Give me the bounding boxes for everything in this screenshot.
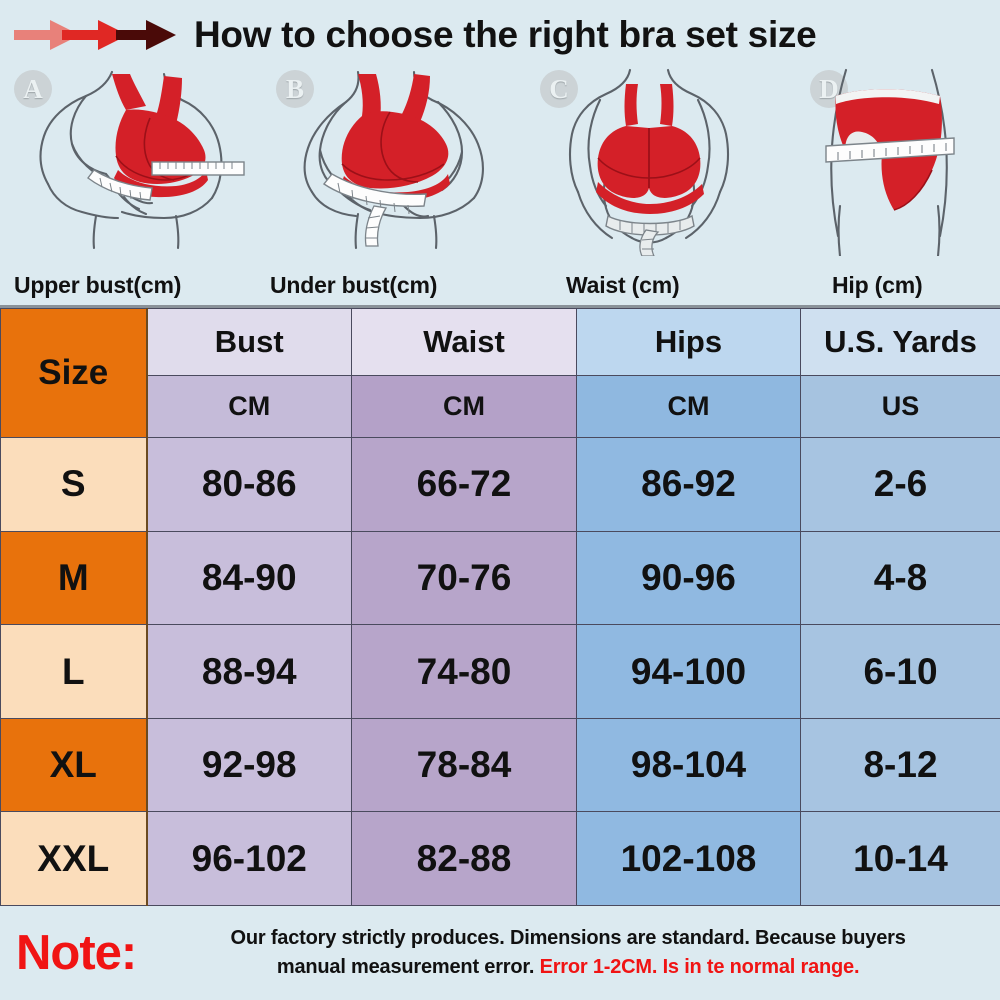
illustration-caption-upper-bust: Upper bust(cm)	[14, 272, 182, 298]
title-row: How to choose the right bra set size	[0, 4, 1000, 66]
row-size-l: L	[0, 624, 148, 719]
illustration-caption-waist: Waist (cm)	[566, 272, 680, 298]
header-size: Size	[0, 307, 148, 439]
torso-front-measuring-waist-icon	[534, 66, 784, 256]
note-label: Note:	[16, 926, 137, 980]
figure-badge-a: A	[14, 70, 52, 108]
row-us-m: 4-8	[800, 530, 1000, 626]
illustration-panel: How to choose the right bra set size A	[0, 0, 1000, 308]
table-header-row-units: CM CM CM US	[1, 374, 1000, 439]
note-line-2-black: manual measurement error.	[276, 956, 535, 978]
note-line-1: Our factory strictly produces. Dimension…	[230, 927, 906, 949]
header-us-yards: U.S. Yards	[800, 308, 1000, 376]
row-bust-xxl: 96-102	[146, 811, 352, 906]
row-hips-s: 86-92	[576, 437, 801, 532]
torso-side-measuring-under-bust-icon	[262, 66, 534, 256]
table-row: XXL 96-102 82-88 102-108 10-14	[0, 811, 1000, 906]
figure-badge-d: D	[810, 70, 848, 108]
row-bust-l: 88-94	[146, 624, 352, 719]
unit-hips: CM	[576, 374, 801, 439]
row-size-xl: XL	[0, 717, 148, 813]
row-hips-m: 90-96	[576, 530, 801, 626]
row-hips-xxl: 102-108	[576, 811, 801, 906]
torso-side-measuring-upper-bust-icon	[0, 66, 262, 256]
unit-bust: CM	[146, 374, 352, 439]
row-us-l: 6-10	[800, 624, 1000, 719]
figure-badge-c: C	[540, 70, 578, 108]
header-hips: Hips	[576, 308, 801, 376]
row-size-s: S	[0, 437, 148, 532]
row-waist-xl: 78-84	[351, 717, 577, 813]
row-hips-l: 94-100	[576, 624, 801, 719]
hips-briefs-measuring-hip-icon	[784, 66, 1000, 256]
table-row: L 88-94 74-80 94-100 6-10	[0, 624, 1000, 719]
row-us-xxl: 10-14	[800, 811, 1000, 906]
row-bust-xl: 92-98	[146, 717, 352, 813]
row-bust-m: 84-90	[146, 530, 352, 626]
size-chart-table: Size Bust Waist Hips U.S. Yards CM CM CM…	[0, 307, 1000, 906]
illustration-under-bust: B	[262, 62, 534, 305]
note-line-2-red: Error 1-2CM. Is in te normal range.	[539, 956, 860, 978]
illustration-waist: C	[534, 62, 784, 305]
row-us-s: 2-6	[800, 437, 1000, 532]
note-body: Our factory strictly produces. Dimension…	[150, 924, 1000, 982]
illustration-caption-under-bust: Under bust(cm)	[270, 272, 438, 298]
header-waist: Waist	[351, 308, 577, 376]
row-size-xxl: XXL	[0, 811, 148, 906]
unit-us: US	[800, 374, 1000, 439]
table-header-row-top: Size Bust Waist Hips U.S. Yards	[0, 307, 1000, 439]
row-waist-l: 74-80	[351, 624, 577, 719]
row-bust-s: 80-86	[146, 437, 352, 532]
row-size-m: M	[0, 530, 148, 626]
triple-chevron-arrow-right-icon	[14, 9, 192, 61]
row-hips-xl: 98-104	[576, 717, 801, 813]
page-title: How to choose the right bra set size	[194, 14, 817, 55]
illustration-caption-hip: Hip (cm)	[832, 272, 923, 298]
table-row: S 80-86 66-72 86-92 2-6	[0, 437, 1000, 532]
illustration-upper-bust: A	[0, 62, 262, 305]
illustration-row: A	[0, 62, 1000, 305]
note-bar: Note: Our factory strictly produces. Dim…	[0, 906, 1000, 1000]
table-row: XL 92-98 78-84 98-104 8-12	[0, 717, 1000, 813]
note-line-2: manual measurement error. Error 1-2CM. I…	[150, 953, 986, 982]
table-row: M 84-90 70-76 90-96 4-8	[0, 530, 1000, 626]
row-waist-s: 66-72	[351, 437, 577, 532]
row-waist-m: 70-76	[351, 530, 577, 626]
unit-waist: CM	[351, 374, 577, 439]
illustration-hip: D	[784, 62, 1000, 305]
header-bust: Bust	[146, 308, 352, 376]
figure-badge-b: B	[276, 70, 314, 108]
row-waist-xxl: 82-88	[351, 811, 577, 906]
row-us-xl: 8-12	[800, 717, 1000, 813]
